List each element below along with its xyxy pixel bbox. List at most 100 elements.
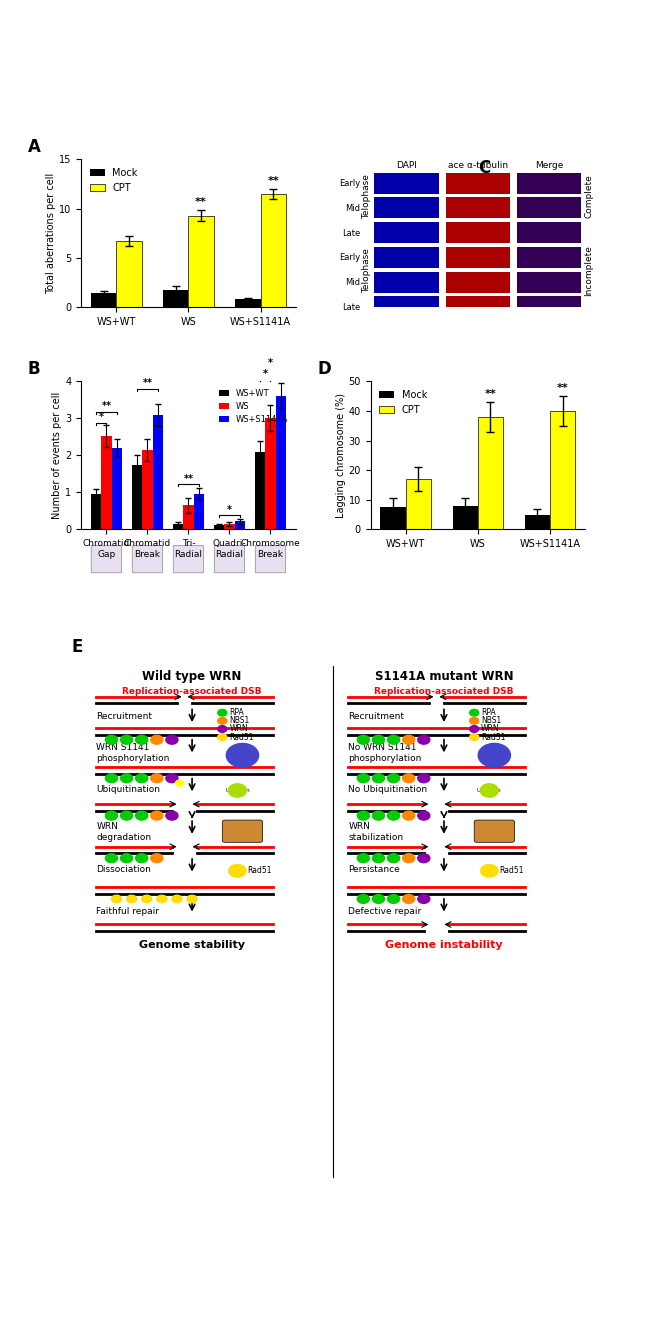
Circle shape	[136, 735, 148, 744]
Text: Complete: Complete	[584, 174, 593, 218]
Text: Genome stability: Genome stability	[139, 941, 245, 950]
Text: ATR
Kinase: ATR Kinase	[231, 750, 254, 760]
Circle shape	[187, 896, 197, 902]
Circle shape	[226, 743, 259, 767]
Text: WRN: WRN	[481, 725, 500, 734]
Text: *: *	[263, 369, 268, 378]
FancyBboxPatch shape	[132, 545, 162, 573]
Text: ATR
Kinase: ATR Kinase	[482, 750, 506, 760]
Bar	[255, 451, 265, 529]
Circle shape	[387, 853, 400, 863]
Text: **: **	[267, 176, 279, 186]
Text: WRN
stabilization: WRN stabilization	[348, 821, 404, 841]
FancyBboxPatch shape	[446, 198, 510, 219]
FancyBboxPatch shape	[517, 198, 582, 219]
Circle shape	[127, 896, 136, 902]
Bar	[265, 418, 276, 529]
FancyBboxPatch shape	[517, 272, 582, 292]
FancyBboxPatch shape	[517, 222, 582, 243]
FancyBboxPatch shape	[474, 820, 514, 843]
Circle shape	[402, 853, 415, 863]
Text: *: *	[268, 358, 273, 368]
Text: RPA: RPA	[229, 709, 244, 717]
Text: WRN
degradation: WRN degradation	[96, 821, 151, 841]
Bar	[235, 522, 245, 529]
Text: Merge: Merge	[535, 161, 564, 170]
Bar	[91, 494, 101, 529]
Circle shape	[402, 735, 415, 744]
FancyBboxPatch shape	[517, 247, 582, 268]
Text: Rad51: Rad51	[229, 733, 254, 742]
Circle shape	[418, 853, 430, 863]
FancyBboxPatch shape	[214, 545, 244, 573]
FancyBboxPatch shape	[374, 222, 439, 243]
FancyBboxPatch shape	[446, 247, 510, 268]
Text: **: **	[484, 389, 497, 399]
Circle shape	[120, 853, 133, 863]
Circle shape	[228, 784, 246, 798]
Circle shape	[166, 774, 178, 783]
Circle shape	[172, 896, 182, 902]
Text: NBS1: NBS1	[229, 717, 250, 726]
Circle shape	[136, 811, 148, 820]
Text: No Ubiquitination: No Ubiquitination	[348, 784, 427, 794]
Circle shape	[136, 774, 148, 783]
Text: D: D	[317, 360, 331, 378]
Bar	[183, 506, 194, 529]
Y-axis label: Total aberrations per cell: Total aberrations per cell	[46, 173, 57, 293]
Circle shape	[402, 811, 415, 820]
Text: Telophase: Telophase	[363, 248, 372, 293]
FancyBboxPatch shape	[446, 173, 510, 194]
Bar	[142, 450, 153, 529]
Bar	[380, 507, 406, 529]
Circle shape	[470, 734, 478, 740]
Circle shape	[402, 894, 415, 904]
Text: Telophase: Telophase	[363, 174, 372, 219]
Legend: Mock, CPT: Mock, CPT	[86, 165, 142, 196]
Circle shape	[142, 896, 152, 902]
Circle shape	[105, 774, 118, 783]
Text: Mid: Mid	[345, 279, 360, 287]
Text: Early: Early	[339, 253, 360, 263]
FancyBboxPatch shape	[91, 545, 122, 573]
Circle shape	[120, 774, 133, 783]
Circle shape	[470, 726, 478, 733]
Text: ace α-tubulin: ace α-tubulin	[448, 161, 508, 170]
FancyBboxPatch shape	[374, 247, 439, 268]
Bar	[188, 215, 214, 308]
Legend: WS+WT, WS, WS+S1141A: WS+WT, WS, WS+S1141A	[216, 386, 291, 427]
FancyBboxPatch shape	[446, 222, 510, 243]
Circle shape	[218, 718, 227, 725]
Bar	[194, 494, 204, 529]
Circle shape	[218, 734, 227, 740]
Circle shape	[358, 735, 369, 744]
Circle shape	[372, 811, 385, 820]
FancyBboxPatch shape	[446, 296, 510, 317]
Text: C: C	[478, 159, 490, 178]
Circle shape	[372, 735, 385, 744]
Circle shape	[105, 853, 118, 863]
Text: Wild type WRN: Wild type WRN	[142, 670, 242, 683]
Circle shape	[372, 774, 385, 783]
Circle shape	[470, 718, 478, 725]
FancyBboxPatch shape	[255, 545, 285, 573]
Text: Rad51: Rad51	[481, 733, 506, 742]
Circle shape	[358, 894, 369, 904]
Text: **: **	[101, 401, 111, 411]
Circle shape	[358, 774, 369, 783]
Circle shape	[166, 811, 178, 820]
FancyBboxPatch shape	[374, 198, 439, 219]
Text: Dissociation: Dissociation	[96, 865, 151, 873]
Bar	[214, 525, 224, 529]
Text: Genome instability: Genome instability	[385, 941, 502, 950]
Circle shape	[418, 811, 430, 820]
Text: NBS1: NBS1	[481, 717, 502, 726]
Text: E: E	[72, 638, 83, 657]
Circle shape	[358, 853, 369, 863]
Circle shape	[151, 774, 163, 783]
Text: Ubiquitin: Ubiquitin	[225, 788, 250, 794]
Text: *: *	[99, 413, 104, 422]
Circle shape	[176, 780, 183, 786]
Bar	[276, 397, 286, 529]
Circle shape	[470, 710, 478, 717]
